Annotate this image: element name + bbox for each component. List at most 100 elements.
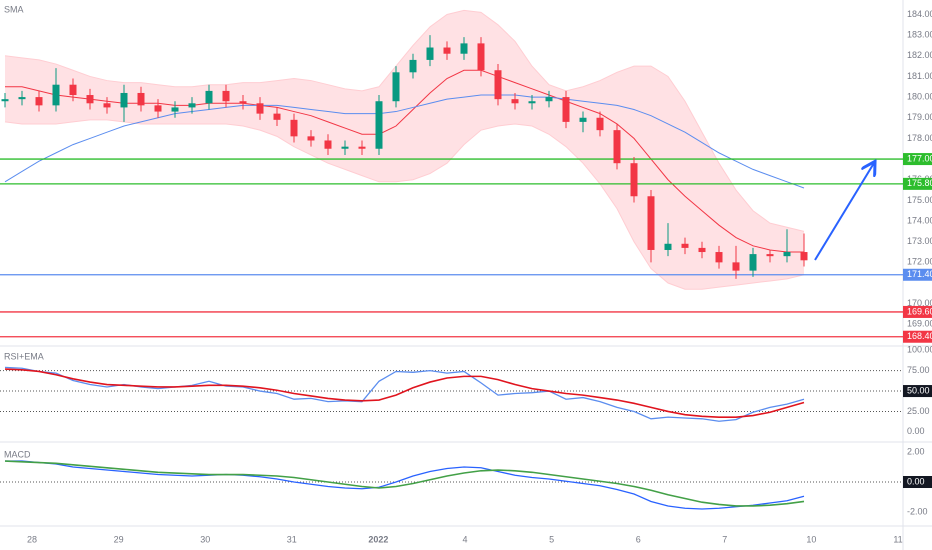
level-label: 175.80 bbox=[907, 178, 932, 188]
candle-body bbox=[749, 254, 757, 271]
y-tick-label: 25.00 bbox=[907, 406, 930, 416]
y-tick-label: 181.00 bbox=[907, 71, 932, 81]
y-tick-label: 170.00 bbox=[907, 298, 932, 308]
y-tick-label: 178.00 bbox=[907, 133, 932, 143]
candle-body bbox=[528, 101, 536, 104]
candle-body bbox=[341, 146, 349, 149]
y-tick-label: 179.00 bbox=[907, 112, 932, 122]
level-label-box bbox=[903, 153, 932, 166]
level-label-box bbox=[903, 330, 932, 343]
y-tick-label: 175.00 bbox=[907, 195, 932, 205]
candle-body bbox=[715, 252, 723, 263]
candle-body bbox=[698, 247, 706, 253]
candle-body bbox=[222, 90, 230, 102]
level-label-box bbox=[903, 268, 932, 281]
candle-body bbox=[477, 43, 485, 71]
panel-title: MACD bbox=[4, 449, 31, 459]
x-tick-label: 2022 bbox=[368, 534, 388, 544]
candle-body bbox=[290, 119, 298, 137]
level-label-box bbox=[903, 177, 932, 190]
y-tick-label: 180.00 bbox=[907, 91, 932, 101]
x-tick-label: 4 bbox=[462, 534, 467, 544]
candle-body bbox=[154, 105, 162, 112]
candle-body bbox=[375, 101, 383, 149]
candle-body bbox=[239, 101, 247, 104]
indicator-line bbox=[5, 460, 805, 510]
y-tick-label: 173.00 bbox=[907, 236, 932, 246]
level-label: 177.00 bbox=[907, 153, 932, 163]
candle-body bbox=[18, 97, 26, 100]
candle-body bbox=[613, 130, 621, 164]
candle-body bbox=[409, 59, 417, 73]
x-tick-label: 7 bbox=[722, 534, 727, 544]
candle-body bbox=[69, 84, 77, 96]
candle-body bbox=[171, 107, 179, 112]
plot: SMA 184.00 183.00 182.00 181.00 180.00 179.00 1… bbox=[0, 4, 932, 544]
y-tick-label: 75.00 bbox=[907, 365, 930, 375]
marker-box bbox=[903, 476, 932, 489]
candle-body bbox=[120, 92, 128, 108]
x-tick-label: 10 bbox=[806, 534, 816, 544]
candle-body bbox=[766, 254, 774, 257]
candle-body bbox=[273, 113, 281, 120]
y-tick-label: 174.00 bbox=[907, 215, 932, 225]
candle-body bbox=[511, 99, 519, 104]
indicator-line bbox=[4, 368, 805, 418]
ma-line bbox=[4, 94, 805, 189]
x-tick-label: 28 bbox=[27, 534, 37, 544]
candle-body bbox=[188, 103, 196, 108]
y-tick-label: 182.00 bbox=[907, 50, 932, 60]
candle-body bbox=[579, 117, 587, 122]
candle-body bbox=[137, 92, 145, 106]
candle-body bbox=[494, 70, 502, 100]
candle-body bbox=[52, 84, 60, 106]
level-label: 168.40 bbox=[907, 331, 932, 341]
candle-body bbox=[307, 136, 315, 141]
candle-body bbox=[460, 43, 468, 54]
marker-label: 50.00 bbox=[907, 385, 930, 395]
candle-body bbox=[545, 97, 553, 102]
level-label: 171.40 bbox=[907, 269, 932, 279]
candle-body bbox=[103, 103, 111, 108]
x-tick-label: 30 bbox=[200, 534, 210, 544]
y-tick-label: 169.00 bbox=[907, 319, 932, 329]
y-tick-label: -2.00 bbox=[907, 506, 928, 516]
candle-body bbox=[562, 97, 570, 122]
y-tick-label: 0.00 bbox=[907, 426, 925, 436]
candle-body bbox=[783, 252, 791, 257]
candle-body bbox=[443, 47, 451, 54]
indicator-line bbox=[4, 460, 805, 507]
marker-label: 0.00 bbox=[907, 476, 925, 486]
candle-body bbox=[732, 262, 740, 271]
arrow-annotation bbox=[814, 163, 874, 261]
y-tick-label: 183.00 bbox=[907, 29, 932, 39]
panel-title: SMA bbox=[4, 4, 24, 14]
candle-body bbox=[800, 252, 808, 261]
x-tick-label: 5 bbox=[549, 534, 554, 544]
band-fill bbox=[5, 10, 804, 290]
candle-body bbox=[392, 72, 400, 102]
level-label: 169.60 bbox=[907, 306, 932, 316]
y-tick-label: 100.00 bbox=[907, 345, 932, 355]
candle-body bbox=[86, 95, 94, 104]
y-tick-label: 172.00 bbox=[907, 257, 932, 267]
x-tick-label: 31 bbox=[287, 534, 297, 544]
candle-body bbox=[426, 47, 434, 60]
candle-body bbox=[324, 140, 332, 149]
candle-body bbox=[630, 163, 638, 197]
level-label-box bbox=[903, 305, 932, 318]
x-tick-label: 29 bbox=[114, 534, 124, 544]
candle-body bbox=[647, 196, 655, 250]
candle-body bbox=[358, 146, 366, 149]
candle-body bbox=[681, 243, 689, 248]
y-tick-label: 2.00 bbox=[907, 446, 925, 456]
candle-body bbox=[1, 99, 9, 102]
panel-title: RSI+EMA bbox=[4, 351, 44, 361]
candle-body bbox=[596, 117, 604, 131]
marker-box bbox=[903, 385, 932, 398]
x-tick-label: 6 bbox=[636, 534, 641, 544]
x-tick-label: 11 bbox=[893, 534, 902, 544]
band-edge bbox=[4, 119, 805, 290]
band-edge bbox=[4, 9, 805, 232]
